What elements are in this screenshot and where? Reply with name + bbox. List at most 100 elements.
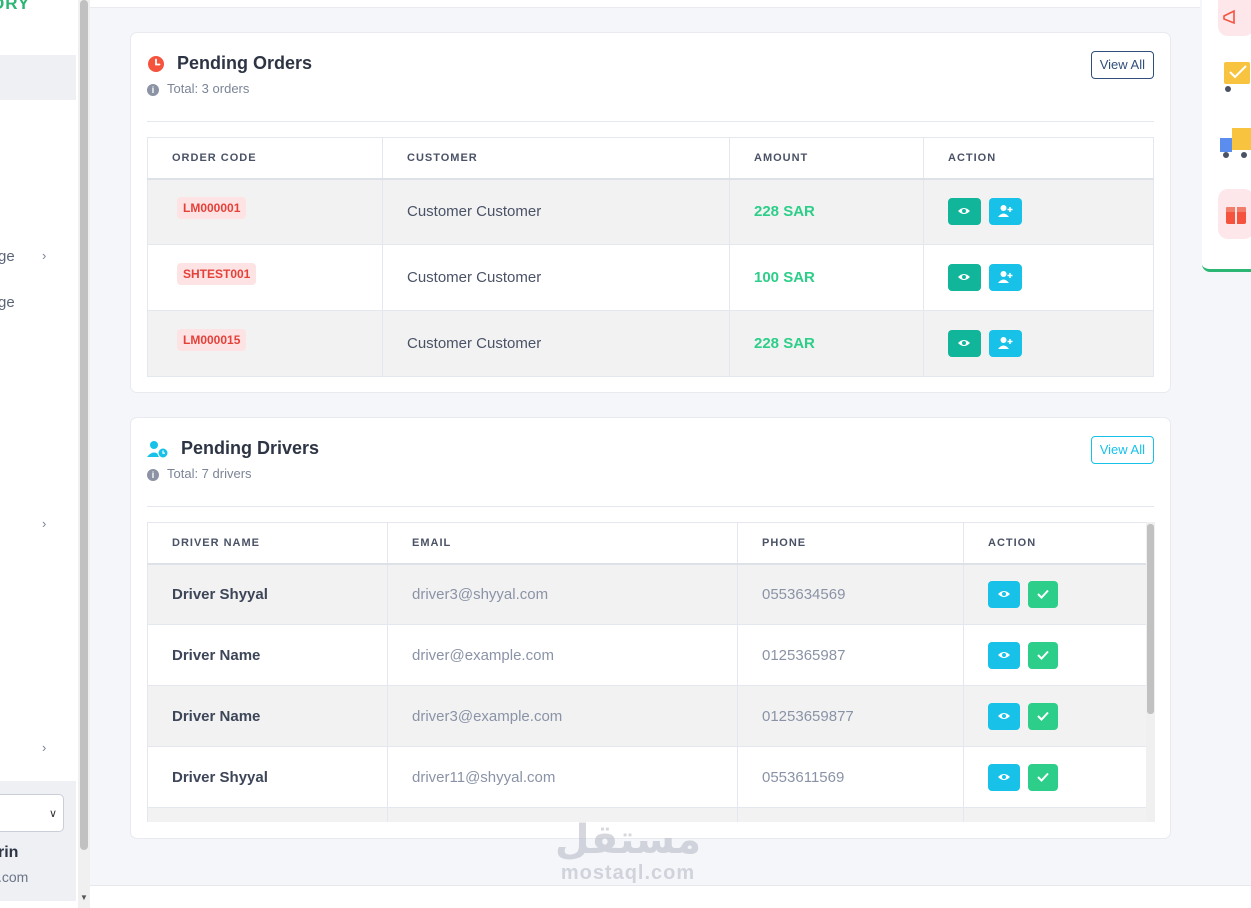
truck-icon[interactable] xyxy=(1218,122,1251,172)
email-cell: driver@example.com xyxy=(387,624,738,686)
language-select[interactable]: ∨ xyxy=(0,794,64,832)
check-icon xyxy=(1037,772,1049,782)
check-icon xyxy=(1037,650,1049,660)
approve-driver-button[interactable] xyxy=(1028,702,1058,730)
orders-table: ORDER CODE CUSTOMER AMOUNT ACTION LM0000… xyxy=(147,137,1154,377)
column-header: ORDER CODE xyxy=(147,137,383,180)
view-driver-button[interactable] xyxy=(988,763,1020,791)
column-header: EMAIL xyxy=(387,522,738,565)
table-row xyxy=(147,807,1147,822)
eye-icon xyxy=(958,340,970,346)
eye-icon xyxy=(998,651,1010,658)
sidebar-item-active[interactable] xyxy=(0,55,76,100)
view-order-button[interactable] xyxy=(948,330,981,357)
eye-icon xyxy=(958,274,970,280)
column-header: ACTION xyxy=(963,522,1147,565)
action-cell xyxy=(923,244,1154,311)
watermark-arabic: مستقل xyxy=(554,817,702,863)
order-code-badge[interactable]: SHTEST001 xyxy=(177,262,257,285)
view-all-drivers-button[interactable]: View All xyxy=(1090,436,1154,464)
order-code-badge[interactable]: LM000001 xyxy=(177,196,247,219)
amount-cell: 100 SAR xyxy=(729,244,924,311)
user-name: rin xyxy=(0,844,19,861)
sidebar-user-panel: ∨ rin .com xyxy=(0,781,76,901)
megaphone-icon[interactable] xyxy=(1218,0,1251,36)
card-header: Pending Orders i Total: 3 orders View All xyxy=(147,51,1154,111)
sidebar-item-label[interactable]: ge xyxy=(0,248,15,265)
sidebar: DRY ge › ge › › ∨ rin .com xyxy=(0,0,78,908)
order-code-badge[interactable]: LM000015 xyxy=(177,328,247,351)
card-header: Pending Drivers i Total: 7 drivers View A… xyxy=(147,436,1154,496)
pending-orders-card: Pending Orders i Total: 3 orders View All… xyxy=(130,32,1171,393)
phone-cell: 0125365987 xyxy=(737,624,964,686)
user-plus-icon xyxy=(998,205,1013,218)
assign-driver-button[interactable] xyxy=(989,330,1022,357)
info-icon: i xyxy=(147,469,159,481)
clock-icon xyxy=(148,56,164,72)
approve-driver-button[interactable] xyxy=(1028,641,1058,669)
card-title: Pending Drivers xyxy=(181,438,320,458)
table-row: Driver Shyyal driver11@shyyal.com 055361… xyxy=(147,746,1147,808)
view-driver-button[interactable] xyxy=(988,580,1020,608)
table-row: Driver Name driver3@example.com 01253659… xyxy=(147,685,1147,747)
chevron-right-icon[interactable]: › xyxy=(42,740,47,755)
view-driver-button[interactable] xyxy=(988,702,1020,730)
check-icon xyxy=(1037,589,1049,599)
action-cell xyxy=(963,685,1147,747)
column-header: PHONE xyxy=(737,522,964,565)
card-subtitle: i Total: 3 orders xyxy=(147,81,249,96)
amount-cell: 228 SAR xyxy=(729,178,924,245)
table-scrollbar-thumb[interactable] xyxy=(1147,524,1154,714)
customer-cell: Customer Customer xyxy=(382,244,730,311)
user-plus-icon xyxy=(998,271,1013,283)
divider xyxy=(147,506,1154,507)
watermark: مستقل mostaql.com xyxy=(548,818,708,884)
view-order-button[interactable] xyxy=(948,198,981,226)
divider xyxy=(147,121,1154,122)
email-cell: driver3@example.com xyxy=(387,685,738,747)
table-row: LM000015 Customer Customer 228 SAR xyxy=(147,310,1154,377)
assign-driver-button[interactable] xyxy=(989,264,1022,291)
column-header: AMOUNT xyxy=(729,137,924,180)
driver-name-cell: Driver Shyyal xyxy=(147,563,388,625)
drivers-table-container[interactable]: DRIVER NAME EMAIL PHONE ACTION Driver Sh… xyxy=(147,522,1155,822)
gift-box-icon[interactable] xyxy=(1218,189,1251,239)
pending-drivers-card: Pending Drivers i Total: 7 drivers View A… xyxy=(130,417,1171,839)
card-title: Pending Orders xyxy=(177,53,313,73)
table-row: Driver Shyyal driver3@shyyal.com 0553634… xyxy=(147,563,1147,625)
table-row: SHTEST001 Customer Customer 100 SAR xyxy=(147,244,1154,311)
phone-cell: 0553611569 xyxy=(737,746,964,808)
view-order-button[interactable] xyxy=(948,264,981,291)
amount-cell: 228 SAR xyxy=(729,310,924,377)
footer-strip xyxy=(90,885,1251,908)
card-subtitle: i Total: 7 drivers xyxy=(147,466,252,481)
sidebar-scrollbar-thumb[interactable] xyxy=(80,0,88,850)
drivers-table: DRIVER NAME EMAIL PHONE ACTION Driver Sh… xyxy=(147,522,1147,822)
watermark-latin: mostaql.com xyxy=(560,862,696,884)
action-cell xyxy=(963,563,1147,625)
email-cell: driver11@shyyal.com xyxy=(387,746,738,808)
action-cell xyxy=(963,746,1147,808)
scroll-down-arrow[interactable]: ▼ xyxy=(80,893,88,902)
table-row: LM000001 Customer Customer 228 SAR xyxy=(147,178,1154,245)
approve-driver-button[interactable] xyxy=(1028,763,1058,791)
column-header: CUSTOMER xyxy=(382,137,730,180)
eye-icon xyxy=(958,208,970,215)
brand-logo[interactable]: DRY xyxy=(0,0,31,13)
sidebar-item-label[interactable]: ge xyxy=(0,294,15,311)
view-driver-button[interactable] xyxy=(988,641,1020,669)
delivery-box-icon[interactable] xyxy=(1218,56,1251,106)
action-cell xyxy=(923,178,1154,245)
user-email: .com xyxy=(0,869,29,885)
driver-name-cell: Driver Name xyxy=(147,685,388,747)
approve-driver-button[interactable] xyxy=(1028,580,1058,608)
assign-driver-button[interactable] xyxy=(989,198,1022,226)
chevron-right-icon[interactable]: › xyxy=(42,248,47,263)
action-cell xyxy=(963,624,1147,686)
driver-name-cell: Driver Name xyxy=(147,624,388,686)
view-all-orders-button[interactable]: View All xyxy=(1090,51,1154,79)
info-icon: i xyxy=(147,84,159,96)
column-header: ACTION xyxy=(923,137,1154,180)
chevron-right-icon[interactable]: › xyxy=(42,516,47,531)
phone-cell: 0553634569 xyxy=(737,563,964,625)
